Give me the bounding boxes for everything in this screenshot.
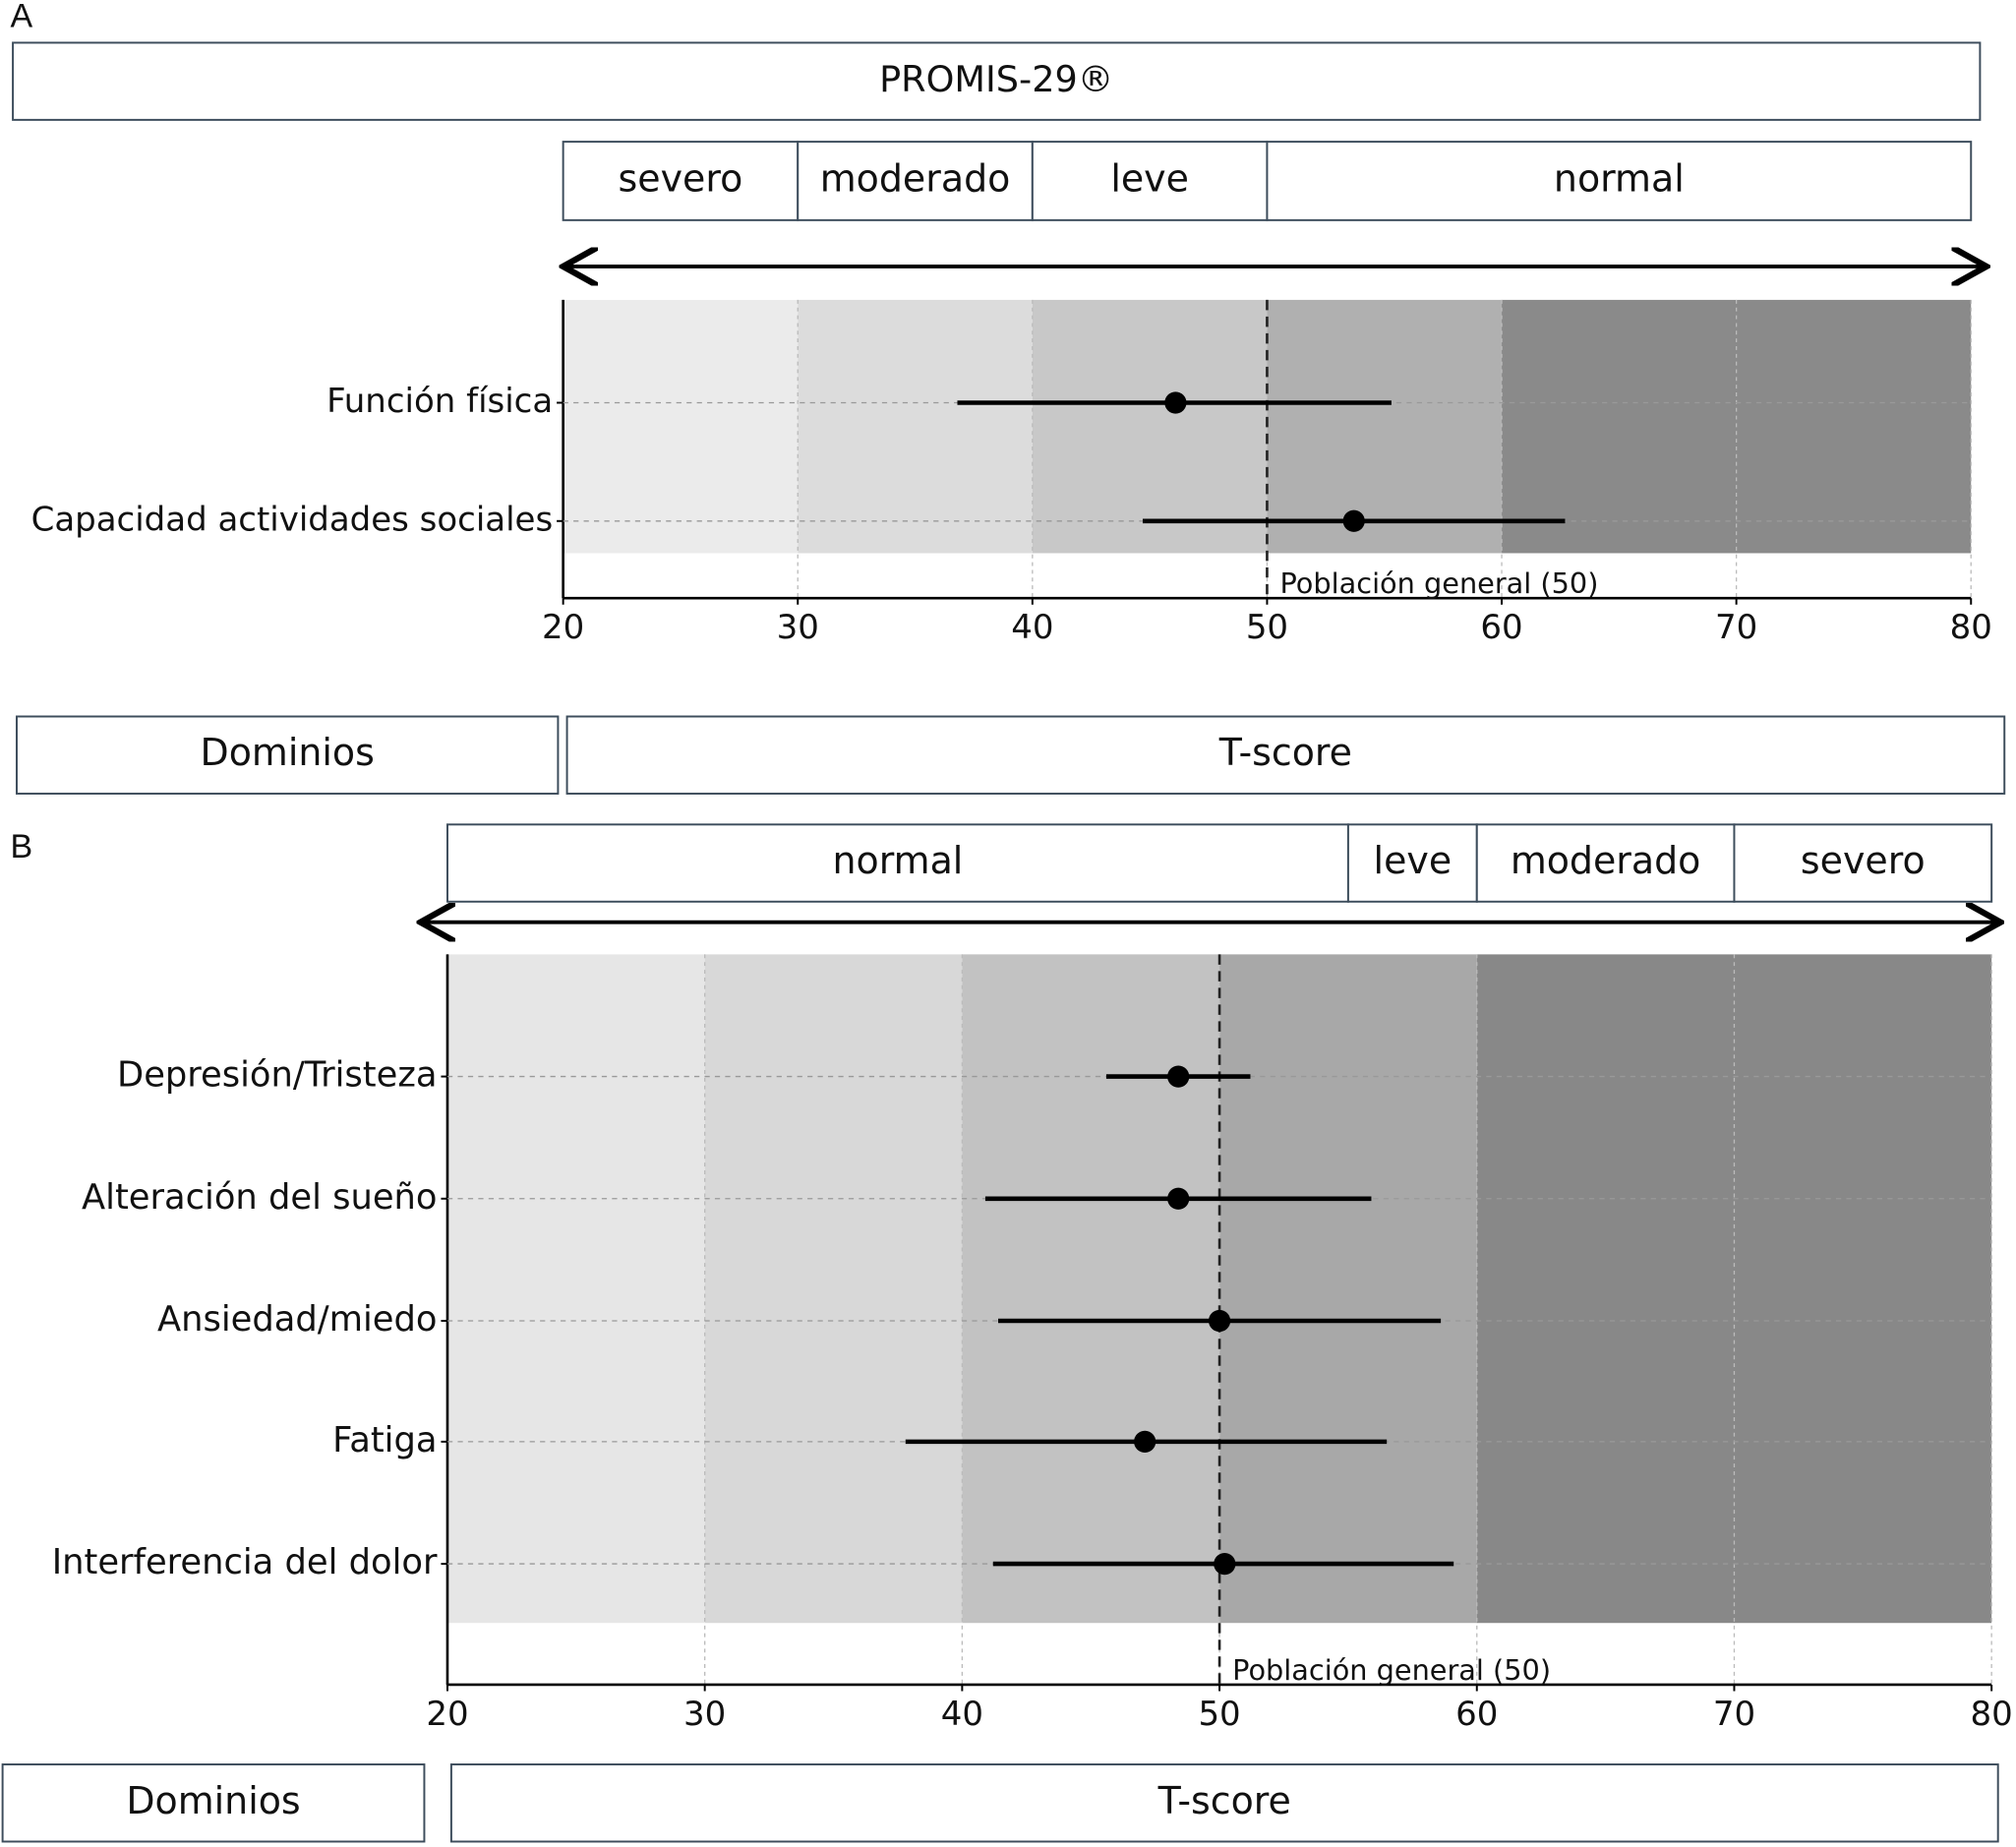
point — [1214, 1552, 1236, 1576]
severity-label: normal — [1554, 156, 1685, 200]
x-tick-label: 50 — [1198, 1695, 1240, 1734]
x-tick-label: 40 — [1011, 608, 1053, 647]
point — [1164, 391, 1187, 414]
severity-label: moderado — [820, 156, 1011, 200]
x-tick-label: 60 — [1480, 608, 1522, 647]
severity-label: severo — [1801, 839, 1926, 882]
domains-box — [1, 1763, 426, 1843]
band — [563, 299, 799, 554]
severity-box — [445, 823, 1349, 903]
severity-box — [797, 141, 1034, 221]
x-tick-label: 30 — [777, 608, 819, 647]
band — [1219, 954, 1477, 1624]
point — [1167, 1187, 1190, 1210]
band — [446, 954, 705, 1624]
reference-label: Población general (50) — [1280, 566, 1599, 600]
x-tick-label: 20 — [426, 1695, 468, 1734]
band — [704, 954, 963, 1624]
y-tick-label: Función física — [326, 382, 553, 421]
severity-label: leve — [1110, 156, 1189, 200]
point — [1342, 509, 1365, 532]
y-tick-label: Fatiga — [332, 1420, 437, 1460]
domains-header: Dominios — [201, 731, 375, 774]
x-tick-label: 60 — [1455, 1695, 1498, 1734]
x-tick-label: 70 — [1713, 1695, 1755, 1734]
point — [1167, 1065, 1190, 1088]
panel-label: B — [10, 828, 32, 865]
severity-label: leve — [1374, 839, 1453, 882]
reference-label: Población general (50) — [1232, 1653, 1551, 1687]
x-tick-label: 20 — [542, 608, 584, 647]
domains-header: Dominios — [126, 1779, 300, 1822]
severity-box — [1733, 823, 1993, 903]
severity-label: moderado — [1511, 839, 1701, 882]
y-tick-label: Ansiedad/miedo — [157, 1299, 438, 1340]
chart-title: PROMIS-29® — [879, 58, 1113, 100]
x-label-box — [449, 1763, 1999, 1843]
x-tick-label: 50 — [1246, 608, 1288, 647]
x-tick-label: 80 — [1950, 608, 1992, 647]
severity-box — [1346, 823, 1478, 903]
y-tick-label: Capacidad actividades sociales — [31, 500, 554, 539]
panel-label: A — [10, 0, 32, 35]
severity-box — [1475, 823, 1736, 903]
severity-label: normal — [833, 839, 964, 882]
band — [798, 299, 1033, 554]
y-tick-label: Depresión/Tristeza — [117, 1055, 437, 1096]
band — [962, 954, 1220, 1624]
x-tick-label: 80 — [1971, 1695, 2013, 1734]
x-tick-label: 70 — [1715, 608, 1757, 647]
domains-box — [16, 715, 560, 795]
x-tick-label: 30 — [683, 1695, 726, 1734]
x-axis-label: T-score — [1157, 1779, 1291, 1822]
y-tick-label: Alteración del sueño — [82, 1177, 437, 1218]
severity-box — [562, 141, 800, 221]
x-tick-label: 40 — [941, 1695, 983, 1734]
point — [1134, 1430, 1156, 1453]
band — [1267, 299, 1503, 554]
band — [1032, 299, 1268, 554]
x-axis-label: T-score — [1218, 731, 1352, 774]
severity-box — [1266, 141, 1973, 221]
severity-label: severo — [619, 156, 743, 200]
x-label-box — [565, 715, 2006, 795]
title-box — [12, 41, 1982, 121]
point — [1208, 1309, 1231, 1333]
y-tick-label: Interferencia del dolor — [52, 1542, 438, 1582]
